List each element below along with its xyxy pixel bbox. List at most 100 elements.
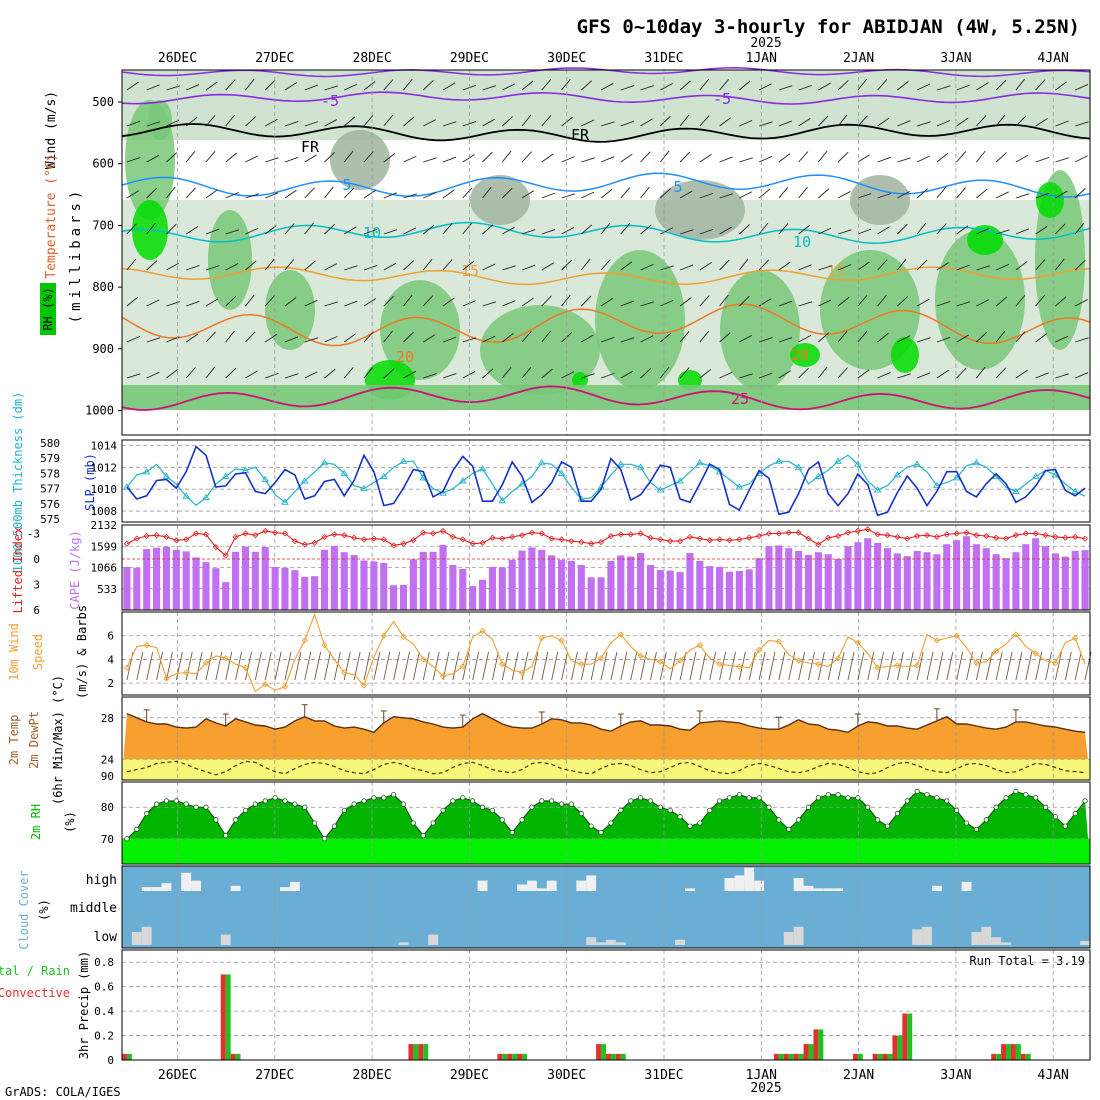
- wind10-tick-label: 6: [107, 630, 114, 643]
- wind-barb: [1055, 296, 1067, 307]
- rh2m-marker: [796, 817, 802, 823]
- wind-barb: [403, 193, 418, 199]
- rh2m-marker: [223, 833, 229, 839]
- wind-barb: [284, 121, 299, 127]
- thickness-marker: [1071, 487, 1079, 495]
- wind-barb: [659, 366, 670, 379]
- cloud-background: [122, 866, 1090, 948]
- wind-barb: [442, 156, 457, 163]
- wind10-barb: [650, 651, 657, 681]
- thickness-marker: [933, 481, 941, 489]
- wind-barb: [186, 84, 200, 91]
- wind-barb: [403, 227, 417, 235]
- li-marker: [933, 533, 940, 540]
- wind-barb: [561, 156, 575, 163]
- rh-band-high: [122, 70, 1090, 140]
- cape-bar: [370, 561, 378, 610]
- wind-barb: [640, 85, 654, 91]
- wind-barb: [225, 368, 237, 379]
- wind10-barb: [175, 651, 183, 681]
- wind10-barb: [808, 651, 815, 681]
- wind10-barb: [748, 651, 756, 681]
- date-label-top: 31DEC: [644, 51, 683, 66]
- wind10-barb: [195, 651, 203, 681]
- isotherm-label: FR: [571, 126, 590, 144]
- wind10-barb: [166, 651, 173, 681]
- wind10-barb: [600, 651, 608, 681]
- cape-tick-label: 533: [97, 583, 117, 596]
- cape-bar: [182, 551, 190, 610]
- wind10-barb: [531, 651, 539, 681]
- rh2m-marker: [736, 792, 742, 798]
- cape-bar: [834, 558, 842, 610]
- wind10-marker: [973, 659, 980, 667]
- dewpoint-fill: [122, 759, 1090, 780]
- li-marker: [884, 532, 891, 539]
- wind10-marker: [854, 639, 862, 646]
- wind-barb: [363, 81, 376, 91]
- li-marker: [410, 537, 417, 544]
- wind-barb: [837, 296, 850, 307]
- wind-barb: [442, 336, 457, 343]
- cape-bar: [439, 545, 447, 610]
- thickness-marker: [123, 483, 131, 490]
- thickness-line: [126, 454, 1086, 507]
- rh2m-marker: [687, 823, 693, 829]
- cape-bar: [330, 545, 338, 610]
- wind-barb: [284, 373, 299, 379]
- wind-barb: [541, 153, 554, 163]
- wind-barb: [897, 296, 908, 307]
- slp-tick-label: 1012: [91, 461, 118, 474]
- wind10-barb: [393, 651, 401, 681]
- pressure-level-label: 800: [92, 280, 114, 294]
- wind-barb: [1035, 259, 1046, 271]
- li-marker: [321, 533, 328, 540]
- wind-barb: [976, 188, 988, 199]
- wind10-marker: [736, 663, 743, 670]
- cape-tick-label: 2132: [91, 519, 118, 532]
- precip-legend-conv: Convective: [0, 986, 70, 1000]
- wind-barb: [166, 369, 178, 379]
- li-marker: [479, 539, 486, 546]
- wind-barb: [225, 152, 237, 163]
- wind10-barb: [590, 651, 598, 681]
- wind-barb: [818, 150, 828, 163]
- upper-legend-rh: RH (%): [41, 287, 55, 330]
- wind-barb: [284, 223, 295, 235]
- precip-total-bar: [818, 1029, 824, 1060]
- wind-barb: [640, 151, 651, 163]
- rh2m-marker: [440, 807, 446, 813]
- wind10-barb: [798, 651, 806, 681]
- cloud-panel: high middle low: [70, 865, 1091, 949]
- date-label-bottom: 31DEC: [644, 1068, 683, 1083]
- wind10-marker: [637, 652, 644, 660]
- rh2m-marker: [1033, 795, 1039, 801]
- wind10-marker: [420, 656, 427, 663]
- rh2m-marker: [262, 798, 268, 804]
- isotherm: [121, 385, 1091, 411]
- temp2m-tick-label: 90: [101, 770, 114, 783]
- isotherm-label: 15: [461, 262, 479, 280]
- wind10-barb: [541, 651, 549, 681]
- cloud-low-bar: [1080, 941, 1090, 945]
- wind-barb: [363, 298, 377, 307]
- precip-total-bar: [1006, 1044, 1011, 1060]
- wind-barb: [403, 331, 414, 343]
- wind-barb: [185, 150, 196, 163]
- precip-conv-bar: [872, 1053, 878, 1060]
- precip-conv-bar: [408, 1044, 414, 1060]
- precip-conv-bar: [122, 1053, 127, 1060]
- rh2m-marker: [124, 836, 130, 842]
- cape-bar: [419, 551, 427, 610]
- rh-shade: [572, 372, 588, 388]
- cape-bar: [261, 547, 269, 610]
- wind-barb: [383, 229, 398, 235]
- rh2m-marker: [786, 826, 792, 832]
- isotherm-label: 10: [793, 233, 811, 251]
- wind10-barb: [146, 651, 154, 681]
- wind10-barb: [343, 651, 351, 681]
- cape-tick-label: 1066: [91, 562, 118, 575]
- cloud-level-label: low: [94, 930, 118, 945]
- wind-barb: [660, 332, 672, 343]
- wind10-barb: [1074, 651, 1082, 681]
